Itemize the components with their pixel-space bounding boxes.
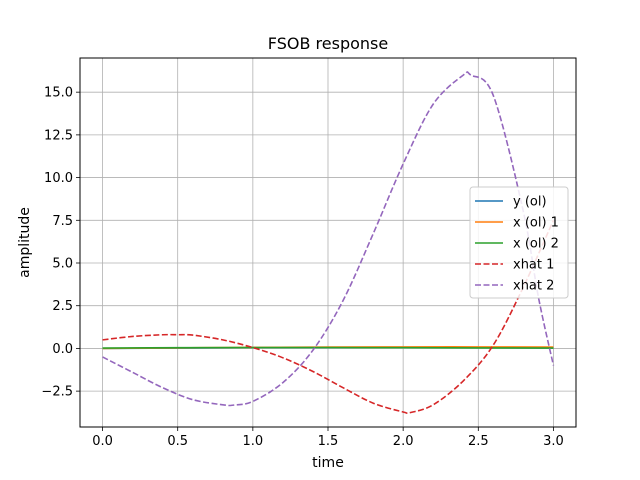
x-axis-label: time <box>312 455 344 471</box>
y-tick-label: 0.0 <box>52 342 73 357</box>
series-line-3 <box>102 346 554 349</box>
chart-title: FSOB response <box>268 34 388 53</box>
x-tick-label: 2.5 <box>468 434 489 449</box>
y-tick-label: 5.0 <box>52 257 73 272</box>
series-line-4 <box>102 219 555 415</box>
y-tick-label: 12.5 <box>44 128 73 143</box>
series-lines <box>102 71 555 415</box>
y-tick-label: 7.5 <box>52 214 73 229</box>
legend-label: x (ol) 1 <box>513 216 559 231</box>
y-tick-label: 15.0 <box>44 86 73 101</box>
legend-box <box>469 186 569 299</box>
y-tick-label: 10.0 <box>44 171 73 186</box>
x-tick-label: 1.5 <box>318 434 339 449</box>
x-tick-label: 2.0 <box>393 434 414 449</box>
x-tick-label: 0.0 <box>92 434 113 449</box>
legend-label: xhat 2 <box>513 279 554 294</box>
x-tick-label: 1.0 <box>243 434 264 449</box>
legend-label: x (ol) 2 <box>513 237 559 252</box>
y-tick-label: −2.5 <box>41 385 73 400</box>
series-line-5 <box>102 71 555 407</box>
y-axis-label: amplitude <box>17 207 33 278</box>
legend: y (ol) x (ol) 1 x (ol) 2 xhat 1 xhat 2 <box>469 186 569 299</box>
axis-ticks: 0.0 0.5 1.0 1.5 2.0 2.5 3.0 −2.5 0.0 2.5 5.0 7.5 10.… <box>41 86 563 449</box>
x-tick-label: 0.5 <box>167 434 188 449</box>
x-tick-label: 3.0 <box>543 434 564 449</box>
y-tick-label: 2.5 <box>52 299 73 314</box>
legend-label: y (ol) <box>513 195 547 210</box>
legend-label: xhat 1 <box>513 258 554 273</box>
